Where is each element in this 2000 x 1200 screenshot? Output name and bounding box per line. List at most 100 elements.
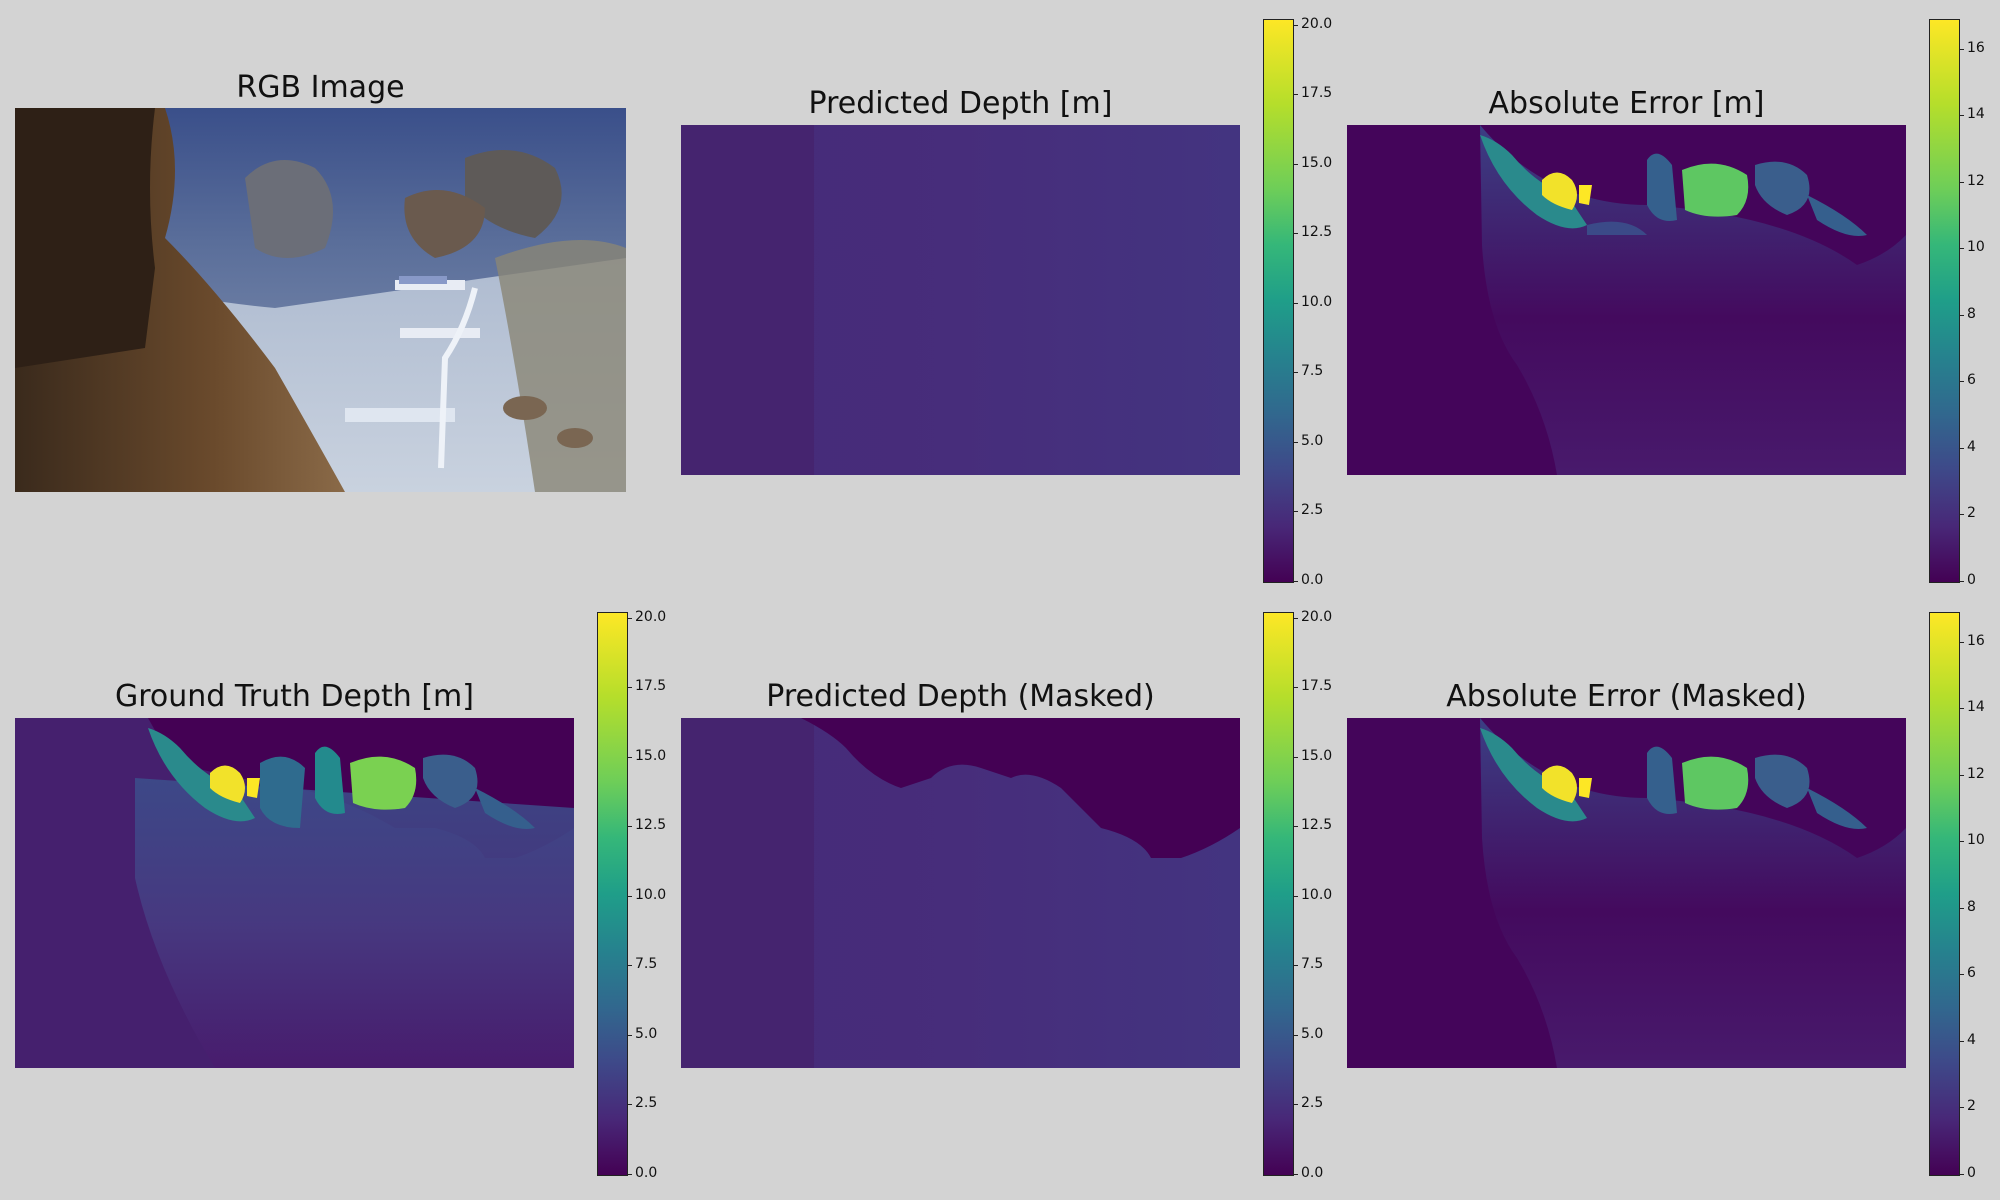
- colorbar-tick-mark: [1293, 1104, 1298, 1106]
- colorbar-tick-label: 0.0: [1301, 572, 1324, 588]
- colorbar-tick-label: 4: [1967, 1031, 1976, 1048]
- colorbar-tick-mark: [1293, 372, 1298, 374]
- colorbar-tick-label: 7.5: [1301, 956, 1324, 973]
- colorbar-tick-label: 20.0: [1301, 15, 1333, 32]
- colorbar-tick-label: 17.5: [1301, 678, 1333, 695]
- panel-title-predicted-depth: Predicted Depth [m]: [808, 86, 1113, 121]
- colorbar-tick-mark: [627, 687, 632, 689]
- colorbar-tick-mark: [1293, 965, 1298, 967]
- panel-title-rgb: RGB Image: [236, 70, 405, 105]
- predicted-depth-heatmap: [681, 125, 1240, 475]
- colorbar-tick-mark: [1293, 94, 1298, 96]
- colorbar-tick-label: 6: [1967, 965, 1976, 982]
- colorbar-tick-label: 2.5: [635, 1095, 658, 1112]
- colorbar-tick-label: 5.0: [1301, 1025, 1324, 1042]
- colorbar-tick-mark: [1959, 48, 1964, 50]
- colorbar-tick-mark: [1959, 514, 1964, 516]
- colorbar-tick-mark: [1293, 511, 1298, 513]
- colorbar-tick-label: 0.0: [1301, 1165, 1324, 1181]
- panel-title-absolute-error: Absolute Error [m]: [1488, 86, 1765, 121]
- colorbar-predicted-depth: [1263, 19, 1294, 583]
- ground-truth-depth-heatmap: [15, 718, 574, 1068]
- colorbar-tick-mark: [1293, 617, 1298, 619]
- colorbar-tick-mark: [1959, 1107, 1964, 1109]
- colorbar-tick-mark: [627, 756, 632, 758]
- colorbar-tick-label: 8: [1967, 898, 1976, 915]
- colorbar-tick-mark: [627, 1174, 632, 1175]
- colorbar-tick-label: 0: [1967, 572, 1976, 588]
- colorbar-tick-mark: [627, 826, 632, 828]
- colorbar-tick-label: 8: [1967, 305, 1976, 322]
- colorbar-tick-label: 4: [1967, 438, 1976, 455]
- colorbar-tick-mark: [1293, 756, 1298, 758]
- panel-title-predicted-depth-masked: Predicted Depth (Masked): [766, 679, 1155, 714]
- colorbar-tick-label: 10: [1967, 832, 1985, 849]
- colorbar-tick-mark: [1293, 233, 1298, 235]
- colorbar-tick-label: 14: [1967, 699, 1985, 716]
- colorbar-tick-mark: [1959, 314, 1964, 316]
- colorbar-tick-label: 10: [1967, 239, 1985, 256]
- colorbar-tick-mark: [1959, 841, 1964, 843]
- colorbar-tick-mark: [1293, 441, 1298, 443]
- colorbar-tick-label: 5.0: [635, 1025, 658, 1042]
- colorbar-tick-mark: [1959, 907, 1964, 909]
- colorbar-tick-label: 15.0: [1301, 154, 1333, 171]
- colorbar-tick-mark: [1959, 641, 1964, 643]
- colorbar-tick-label: 10.0: [1301, 293, 1333, 310]
- colorbar-tick-label: 20.0: [1301, 608, 1333, 625]
- colorbar-tick-label: 7.5: [635, 956, 658, 973]
- colorbar-tick-label: 15.0: [635, 747, 667, 764]
- rgb-image: [15, 108, 626, 492]
- colorbar-absolute-error-masked: [1929, 612, 1960, 1176]
- colorbar-tick-label: 20.0: [635, 608, 667, 625]
- colorbar-tick-label: 0: [1967, 1165, 1976, 1181]
- colorbar-tick-label: 0.0: [635, 1165, 658, 1181]
- panel-title-ground-truth-depth: Ground Truth Depth [m]: [114, 679, 474, 714]
- colorbar-tick-label: 5.0: [1301, 432, 1324, 449]
- colorbar-tick-mark: [1959, 181, 1964, 183]
- colorbar-tick-label: 2.5: [1301, 502, 1324, 519]
- colorbar-tick-mark: [627, 895, 632, 897]
- colorbar-tick-label: 7.5: [1301, 363, 1324, 380]
- colorbar-tick-mark: [1959, 774, 1964, 776]
- colorbar-tick-label: 16: [1967, 632, 1985, 649]
- colorbar-predicted-depth-masked: [1263, 612, 1294, 1176]
- colorbar-tick-label: 6: [1967, 372, 1976, 389]
- colorbar-tick-mark: [1959, 1174, 1964, 1175]
- colorbar-tick-mark: [627, 617, 632, 619]
- colorbar-tick-mark: [1293, 1034, 1298, 1036]
- colorbar-tick-label: 12.5: [635, 817, 667, 834]
- absolute-error-masked-heatmap: [1347, 718, 1906, 1068]
- colorbar-tick-mark: [1293, 1174, 1298, 1175]
- colorbar-tick-label: 2.5: [1301, 1095, 1324, 1112]
- colorbar-ground-truth-depth: [597, 612, 628, 1176]
- colorbar-tick-label: 17.5: [635, 678, 667, 695]
- predicted-depth-masked-heatmap: [681, 718, 1240, 1068]
- colorbar-tick-mark: [1293, 895, 1298, 897]
- absolute-error-heatmap: [1347, 125, 1906, 475]
- colorbar-tick-mark: [1293, 826, 1298, 828]
- colorbar-tick-mark: [1959, 115, 1964, 117]
- colorbar-tick-label: 17.5: [1301, 85, 1333, 102]
- colorbar-tick-mark: [1293, 687, 1298, 689]
- colorbar-tick-mark: [1959, 581, 1964, 582]
- colorbar-tick-label: 2: [1967, 1098, 1976, 1115]
- colorbar-tick-label: 2: [1967, 505, 1976, 522]
- panel-title-absolute-error-masked: Absolute Error (Masked): [1446, 679, 1807, 714]
- colorbar-tick-mark: [1959, 447, 1964, 449]
- colorbar-tick-label: 12.5: [1301, 817, 1333, 834]
- colorbar-tick-mark: [627, 1034, 632, 1036]
- colorbar-tick-mark: [1959, 974, 1964, 976]
- colorbar-tick-mark: [1293, 581, 1298, 582]
- colorbar-tick-mark: [1293, 302, 1298, 304]
- colorbar-tick-mark: [1959, 381, 1964, 383]
- colorbar-tick-label: 16: [1967, 39, 1985, 56]
- colorbar-tick-mark: [627, 965, 632, 967]
- colorbar-tick-mark: [627, 1104, 632, 1106]
- colorbar-absolute-error: [1929, 19, 1960, 583]
- colorbar-tick-mark: [1959, 708, 1964, 710]
- colorbar-tick-mark: [1959, 248, 1964, 250]
- colorbar-tick-label: 14: [1967, 106, 1985, 123]
- colorbar-tick-mark: [1959, 1040, 1964, 1042]
- colorbar-tick-label: 12: [1967, 765, 1985, 782]
